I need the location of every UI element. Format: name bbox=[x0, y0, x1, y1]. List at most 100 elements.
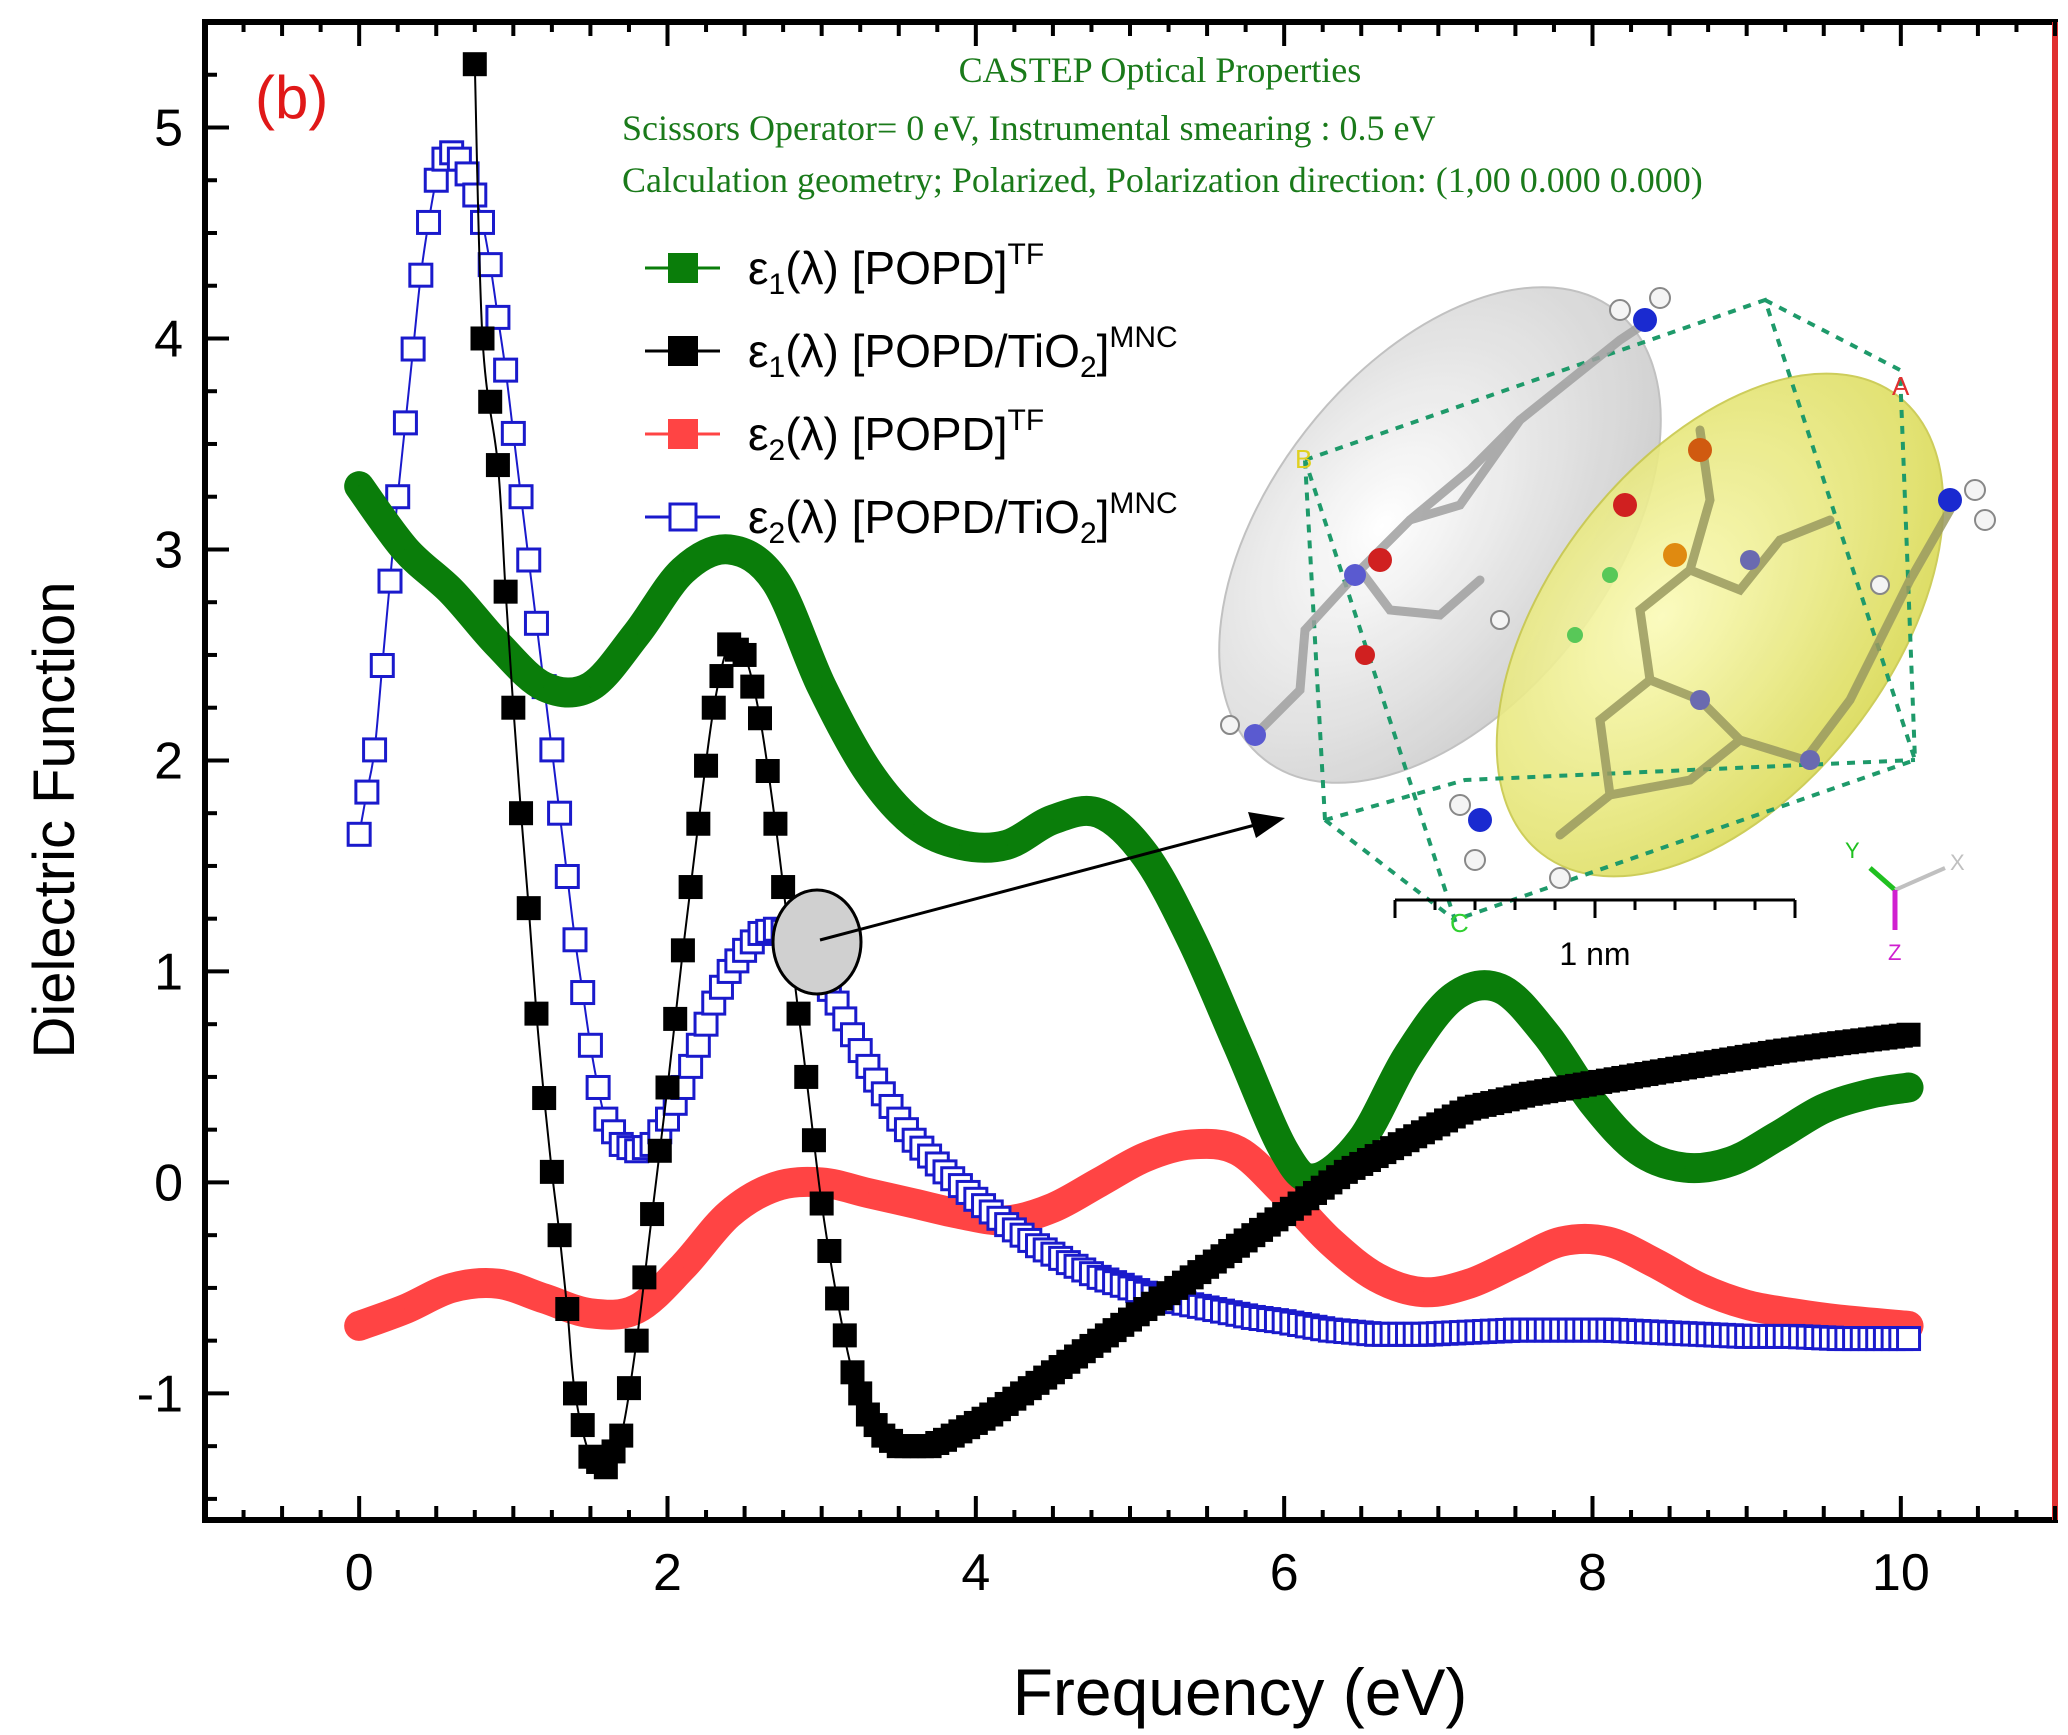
data-point bbox=[454, 161, 480, 187]
data-point bbox=[794, 1064, 819, 1089]
data-point bbox=[358, 485, 361, 488]
data-point bbox=[866, 770, 869, 772]
series-1 bbox=[462, 52, 1921, 1480]
legend-label: ε2(λ) [POPD]TF bbox=[748, 404, 1044, 467]
legend-label: ε1(λ) [POPD/TiO2]MNC bbox=[748, 321, 1178, 384]
molecule-inset: A B C 1 nm Y X Z bbox=[1218, 286, 1996, 972]
data-point bbox=[624, 1328, 649, 1353]
data-point bbox=[570, 980, 596, 1006]
data-point bbox=[681, 569, 684, 572]
data-point bbox=[1144, 1156, 1147, 1159]
data-point bbox=[1406, 1054, 1409, 1057]
data-point bbox=[774, 1185, 777, 1188]
callout-arrow bbox=[819, 823, 1256, 942]
data-point bbox=[1329, 1240, 1332, 1243]
data-point bbox=[1051, 818, 1054, 821]
series-2 bbox=[344, 1128, 1924, 1341]
data-point bbox=[470, 326, 495, 351]
y-tick-label: 1 bbox=[154, 943, 183, 1001]
data-point bbox=[663, 1006, 688, 1031]
data-point bbox=[686, 811, 711, 836]
data-point bbox=[496, 1282, 499, 1285]
data-point bbox=[362, 737, 388, 763]
data-point bbox=[524, 1001, 549, 1026]
data-point bbox=[1005, 843, 1008, 846]
data-point bbox=[450, 1286, 453, 1289]
y-tick-label: 4 bbox=[154, 310, 183, 368]
header-title: CASTEP Optical Properties bbox=[959, 50, 1362, 90]
data-point bbox=[496, 643, 499, 646]
legend-marker bbox=[668, 336, 698, 366]
data-point bbox=[801, 1128, 826, 1153]
data-point bbox=[635, 632, 638, 635]
molecule-atoms bbox=[1220, 287, 1996, 889]
data-point bbox=[1699, 1286, 1702, 1289]
data-point bbox=[1896, 1326, 1922, 1352]
data-point bbox=[346, 821, 372, 847]
callout-arrowhead bbox=[1248, 812, 1285, 838]
y-tick-label: 0 bbox=[154, 1154, 183, 1212]
data-point bbox=[655, 1075, 680, 1100]
data-point bbox=[809, 1191, 834, 1216]
legend-entry-2: ε2(λ) [POPD]TF bbox=[645, 404, 1044, 467]
data-point bbox=[1791, 1312, 1794, 1315]
data-point bbox=[539, 1159, 564, 1184]
data-point bbox=[832, 1323, 857, 1348]
data-point bbox=[1776, 1135, 1779, 1138]
data-point bbox=[728, 1213, 731, 1216]
data-point bbox=[609, 1423, 634, 1448]
x-tick-label: 0 bbox=[345, 1544, 374, 1602]
x-tick-label: 8 bbox=[1578, 1544, 1607, 1602]
data-point bbox=[462, 52, 487, 77]
x-tick-label: 2 bbox=[653, 1544, 682, 1602]
data-point bbox=[771, 875, 796, 900]
data-point bbox=[485, 304, 511, 330]
data-point bbox=[616, 1376, 641, 1401]
data-point bbox=[1838, 1318, 1841, 1321]
data-point bbox=[509, 801, 534, 826]
data-point bbox=[728, 548, 731, 551]
x-tick-label: 4 bbox=[961, 1544, 990, 1602]
triad-label-x: X bbox=[1950, 850, 1965, 875]
unit-cell bbox=[1303, 297, 1918, 923]
data-point bbox=[1421, 1291, 1424, 1294]
data-point bbox=[554, 863, 580, 889]
y-tick-label: 2 bbox=[154, 732, 183, 790]
panel-label: (b) bbox=[255, 64, 328, 131]
data-point bbox=[369, 653, 395, 679]
data-point bbox=[635, 1308, 638, 1311]
data-point bbox=[392, 410, 418, 436]
data-point bbox=[1545, 1033, 1548, 1036]
data-point bbox=[516, 896, 541, 921]
data-point bbox=[358, 1324, 361, 1327]
axis-tick-labels: 0 2 4 6 8 10 -1 0 1 2 3 4 5 bbox=[137, 99, 1930, 1602]
data-point bbox=[647, 1138, 672, 1163]
data-point bbox=[547, 1223, 572, 1248]
data-point bbox=[400, 336, 426, 362]
data-point bbox=[694, 753, 719, 778]
data-point bbox=[820, 685, 823, 688]
series-layer bbox=[344, 52, 1924, 1480]
data-point bbox=[1637, 1149, 1640, 1152]
data-point bbox=[1514, 1261, 1517, 1264]
data-point bbox=[485, 453, 510, 478]
data-point bbox=[709, 664, 734, 689]
data-point bbox=[577, 1032, 603, 1058]
data-point bbox=[693, 1011, 719, 1037]
x-axis-title: Frequency (eV) bbox=[1013, 1655, 1468, 1729]
data-point bbox=[555, 1297, 580, 1322]
data-point bbox=[570, 1413, 595, 1438]
data-point bbox=[959, 1213, 962, 1216]
data-point bbox=[1051, 1206, 1054, 1209]
data-point bbox=[1606, 1240, 1609, 1243]
data-point bbox=[840, 1360, 865, 1385]
data-point bbox=[589, 685, 592, 688]
data-point bbox=[866, 1191, 869, 1194]
cell-corner-a: A bbox=[1892, 371, 1910, 401]
cell-corner-c: C bbox=[1450, 908, 1469, 938]
legend-label: ε1(λ) [POPD]TF bbox=[748, 238, 1044, 301]
legend-entry-3: ε2(λ) [POPD/TiO2]MNC bbox=[645, 487, 1178, 550]
data-point bbox=[678, 1053, 704, 1079]
data-point bbox=[1653, 1261, 1656, 1264]
